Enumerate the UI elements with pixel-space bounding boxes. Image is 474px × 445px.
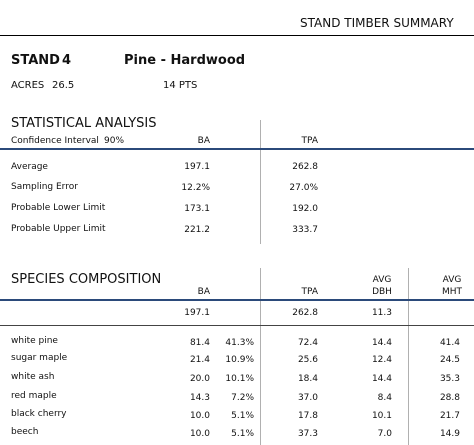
stats-row-label: Probable Upper Limit (11, 224, 106, 234)
species-total-tpa: 262.8 (292, 308, 318, 318)
points-count: 14 PTS (163, 80, 198, 91)
stats-row-ba: 12.2% (181, 183, 210, 193)
species-name: white pine (11, 336, 58, 346)
species-tpa: 72.4 (297, 338, 318, 348)
stats-row-tpa: 27.0% (289, 183, 318, 193)
species-name: sugar maple (11, 353, 68, 363)
species-pct: 10.9% (225, 355, 254, 365)
stats-col-ba: BA (197, 136, 210, 146)
species-name: red maple (11, 391, 57, 401)
species-col-mht-bottom: MHT (441, 287, 463, 297)
stats-col-tpa: TPA (301, 136, 318, 146)
species-tpa: 17.8 (297, 411, 318, 421)
species-col-mht-top: AVG (442, 275, 462, 285)
species-mht: 14.9 (439, 429, 460, 439)
species-tpa: 37.0 (297, 393, 318, 403)
species-mht: 21.7 (439, 411, 460, 421)
confidence-value: 90% (104, 136, 125, 146)
species-ba: 10.0 (189, 429, 210, 439)
stats-row-label: Probable Lower Limit (11, 203, 106, 213)
species-mht: 35.3 (439, 374, 460, 384)
species-name: white ash (11, 372, 55, 382)
stand-number: 4 (62, 53, 72, 68)
report-title: STAND TIMBER SUMMARY (300, 16, 454, 30)
species-dbh: 12.4 (371, 355, 392, 365)
species-col-tpa: TPA (301, 287, 318, 297)
species-tpa: 18.4 (297, 374, 318, 384)
stats-heading: STATISTICAL ANALYSIS (11, 116, 157, 131)
species-name: black cherry (11, 409, 67, 419)
species-column-divider-2 (408, 268, 409, 445)
stats-column-divider (260, 120, 261, 244)
species-total-ba: 197.1 (184, 308, 210, 318)
stats-row-ba: 173.1 (184, 204, 210, 214)
species-pct: 7.2% (231, 393, 254, 403)
species-mht: 28.8 (439, 393, 460, 403)
species-pct: 5.1% (231, 429, 254, 439)
species-dbh: 10.1 (371, 411, 392, 421)
stats-header-rule (0, 148, 474, 150)
species-ba: 20.0 (189, 374, 210, 384)
acres-value: 26.5 (52, 80, 75, 91)
species-name: beech (11, 427, 39, 437)
species-col-ba: BA (197, 287, 210, 297)
species-tpa: 37.3 (297, 429, 318, 439)
species-pct: 5.1% (231, 411, 254, 421)
header-divider (0, 35, 474, 36)
stats-row-ba: 197.1 (184, 162, 210, 172)
stand-label: STAND (11, 53, 60, 68)
species-ba: 10.0 (189, 411, 210, 421)
species-heading: SPECIES COMPOSITION (11, 272, 162, 287)
stand-type: Pine - Hardwood (124, 53, 246, 68)
species-totals-rule (0, 325, 474, 326)
confidence-label: Confidence Interval (11, 136, 99, 146)
species-ba: 21.4 (189, 355, 210, 365)
stats-row-tpa: 192.0 (292, 204, 318, 214)
stats-row-label: Sampling Error (11, 182, 78, 192)
species-ba: 14.3 (189, 393, 210, 403)
species-mht: 41.4 (439, 338, 460, 348)
species-dbh: 7.0 (377, 429, 392, 439)
stats-row-ba: 221.2 (184, 225, 210, 235)
species-col-dbh-top: AVG (372, 275, 392, 285)
species-column-divider-1 (260, 268, 261, 445)
stats-row-tpa: 333.7 (292, 225, 318, 235)
species-dbh: 8.4 (377, 393, 392, 403)
species-tpa: 25.6 (297, 355, 318, 365)
species-dbh: 14.4 (371, 338, 392, 348)
stats-row-tpa: 262.8 (292, 162, 318, 172)
species-ba: 81.4 (189, 338, 210, 348)
species-total-dbh: 11.3 (371, 308, 392, 318)
stats-row-label: Average (11, 162, 48, 172)
species-pct: 41.3% (225, 338, 254, 348)
species-dbh: 14.4 (371, 374, 392, 384)
species-header-rule (0, 299, 474, 301)
species-pct: 10.1% (225, 374, 254, 384)
species-mht: 24.5 (439, 355, 460, 365)
species-col-dbh-bottom: DBH (372, 287, 392, 297)
acres-label: ACRES (11, 80, 45, 91)
